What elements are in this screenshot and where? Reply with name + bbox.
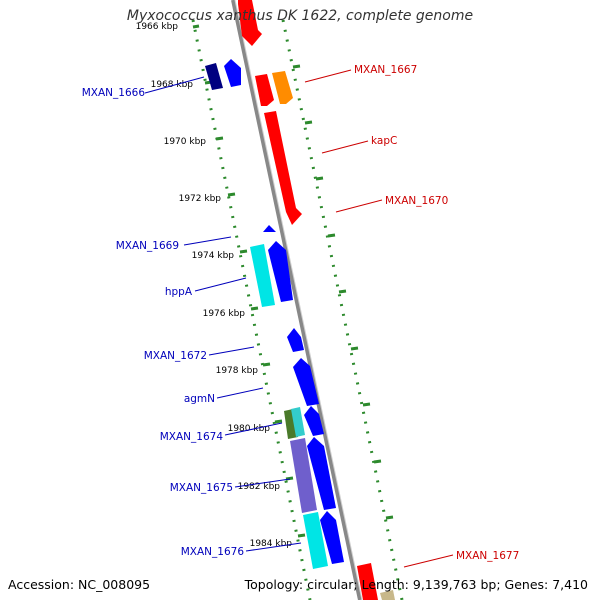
gene-arrow-forward[interactable] [238,0,262,46]
gene-arrow-mxan-1669[interactable] [263,225,276,232]
ruler-tick [285,476,294,481]
gene-arrow-mxan-1672[interactable] [287,328,304,352]
ruler-tick [327,233,336,238]
ruler-tick [350,346,359,351]
gene-label[interactable]: MXAN_1667 [354,64,417,76]
leader-line [245,542,302,552]
leader-line [144,76,205,94]
ruler-tick [304,120,313,125]
ruler-tick [215,136,224,141]
forward-strand-genes [238,0,395,600]
tick-label: 1968 kbp [151,80,194,90]
genome-title: Myxococcus xanthus DK 1622, complete gen… [126,8,474,24]
tick-label: 1982 kbp [238,482,281,492]
ruler-tick [227,192,236,197]
gene-arrow-mxan-1667b[interactable] [272,71,293,104]
gene-label[interactable]: hppA [165,286,193,298]
gene-arrow-kapC[interactable] [264,111,302,225]
label-leaders [144,69,454,568]
gene-label[interactable]: MXAN_1670 [385,195,448,207]
tick-label: 1970 kbp [164,137,207,147]
leader-line [403,554,454,568]
gene-label[interactable]: MXAN_1674 [160,431,224,443]
ruler-tick [239,249,248,254]
leader-line [335,199,383,213]
tick-label: 1980 kbp [228,424,271,434]
gene-arrow-mxan-1674b[interactable] [291,407,305,437]
tick-label: 1972 kbp [179,194,222,204]
ruler-tick [292,64,301,69]
ruler-tick [250,306,259,311]
ruler-ticks: 1966 kbp 1968 kbp 1970 kbp 1972 kbp 1974… [136,22,394,549]
gene-arrow-agmN[interactable] [293,358,319,406]
tick-label: 1966 kbp [136,22,179,32]
gene-arrow-mxan-1674[interactable] [284,409,298,439]
accession-text: Accession: NC_008095 [8,577,151,592]
gene-arrow-mxan-1670b[interactable] [268,241,293,302]
leader-line [216,387,264,399]
gene-label[interactable]: MXAN_1677 [456,550,519,562]
leader-line [304,69,352,83]
ruler-tick [297,533,306,538]
gene-label[interactable]: MXAN_1672 [144,350,207,362]
gene-label[interactable]: kapC [371,135,397,147]
leader-line [194,277,247,292]
gene-labels-left: MXAN_1666 MXAN_1669 hppA MXAN_1672 agmN … [82,87,245,558]
gene-arrow-mxan-1677[interactable] [357,563,378,600]
tick-label: 1974 kbp [192,251,235,261]
gene-label[interactable]: MXAN_1669 [116,240,179,252]
ruler-tick [192,24,200,29]
leader-line [208,346,255,356]
reverse-strand-genes [205,59,344,569]
gene-arrow-mxan-1667[interactable] [255,74,274,106]
genome-stats-text: Topology: circular; Length: 9,139,763 bp… [244,577,588,592]
gene-arrow-hppA[interactable] [250,244,275,307]
leader-line [321,140,369,154]
tick-label: 1978 kbp [216,366,259,376]
gene-label[interactable]: MXAN_1666 [82,87,146,99]
gene-arrow-mxan-1666[interactable] [205,63,223,90]
ruler-tick [315,176,324,181]
ruler-tick [373,459,382,464]
gene-arrow-mxan-1676b[interactable] [320,511,344,564]
ruler-tick [385,515,394,520]
gene-arrow-mxan-1676[interactable] [303,512,328,569]
genome-backbone-highlight [234,0,363,600]
gene-labels-right: MXAN_1667 kapC MXAN_1670 MXAN_1677 [354,64,519,562]
ruler-tick [338,289,347,294]
gene-arrow-mxan-1677b[interactable] [380,590,395,600]
genome-backbone [231,0,362,600]
leader-line [183,236,232,246]
tick-label: 1976 kbp [203,309,246,319]
gene-arrow-mxan-1675b[interactable] [307,437,336,510]
ruler-tick [274,419,283,424]
gene-arrow-mxan-1675[interactable] [290,438,317,513]
leader-line [234,478,291,488]
leader-line [224,422,283,436]
ruler-tick [362,402,371,407]
gene-arrow-mxan-1674c[interactable] [304,406,324,436]
gene-label[interactable]: MXAN_1675 [170,482,233,494]
ruler-tick [262,362,271,367]
gene-arrow-mxan-1666b[interactable] [224,59,241,87]
tick-label: 1984 kbp [250,539,293,549]
gene-label[interactable]: MXAN_1676 [181,546,245,558]
gene-label[interactable]: agmN [184,393,215,405]
